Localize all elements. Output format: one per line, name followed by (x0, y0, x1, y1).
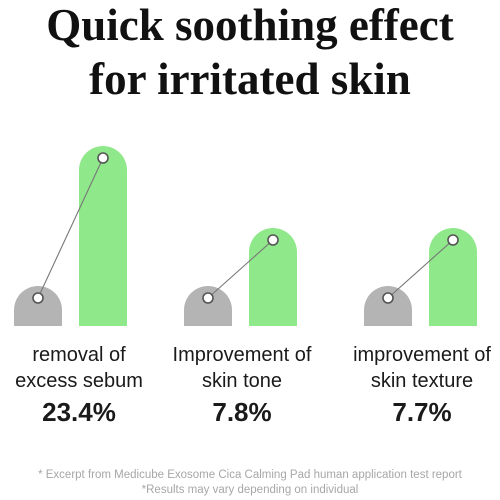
category-label-line2-2: skin texture (370, 370, 474, 392)
value-label-2: 7.7% (392, 397, 452, 427)
before-bar-1 (184, 286, 232, 326)
value-label-0: 23.4% (42, 397, 116, 427)
category-label-line1-2: improvement of (353, 344, 491, 366)
before-point-2 (382, 292, 394, 304)
footnote-source: * Excerpt from Medicube Exosome Cica Cal… (38, 469, 462, 481)
page-title-line-1: Quick soothing effect (46, 0, 454, 50)
before-point-0 (32, 292, 44, 304)
before-bar-2 (364, 286, 412, 326)
category-label-line2-0: excess sebum (15, 370, 143, 392)
after-bar-2 (429, 228, 477, 326)
page-title-line-2: for irritated skin (89, 54, 411, 104)
trend-line-0 (37, 157, 104, 299)
after-bar-1 (249, 228, 297, 326)
value-label-1: 7.8% (212, 397, 272, 427)
after-point-1 (267, 234, 279, 246)
before-bar-0 (14, 286, 62, 326)
category-label-line1-1: Improvement of (172, 344, 312, 366)
after-point-0 (97, 152, 109, 164)
before-point-1 (202, 292, 214, 304)
category-label-line2-1: skin tone (201, 370, 283, 392)
category-label-line1-0: removal of (32, 344, 126, 366)
footnote-disclaimer: *Results may vary depending on individua… (141, 484, 359, 496)
trend-line-2 (387, 239, 454, 299)
after-point-2 (447, 234, 459, 246)
after-bar-0 (79, 146, 127, 326)
trend-line-1 (207, 239, 274, 299)
